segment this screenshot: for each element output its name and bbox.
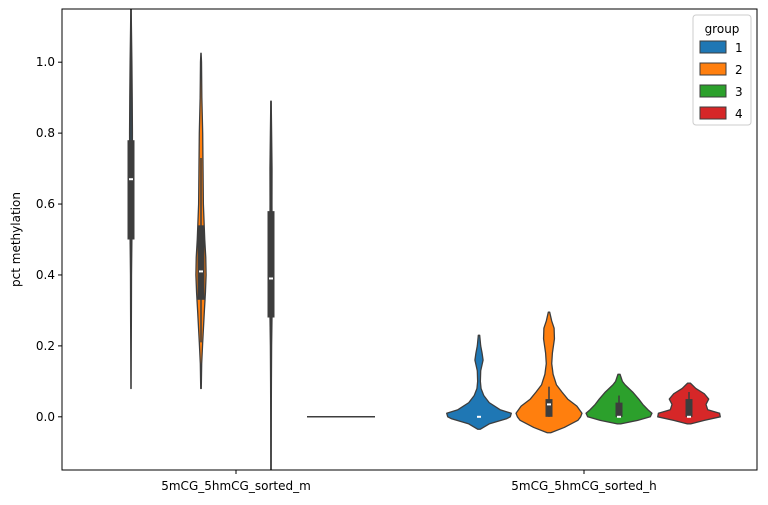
violin-iqr-box: [615, 402, 623, 417]
y-tick-label: 0.4: [36, 268, 55, 282]
legend-swatch-3: [699, 84, 727, 98]
violins-layer: [127, 9, 721, 470]
violin-iqr-box: [267, 211, 275, 318]
violin-iqr-box: [127, 140, 135, 240]
y-axis-label: pct methylation: [9, 192, 23, 287]
y-tick-label: 0.2: [36, 339, 55, 353]
violin-2-0: [195, 52, 207, 390]
violin-iqr-box: [197, 225, 205, 300]
x-axis: 5mCG_5hmCG_sorted_m 5mCG_5hmCG_sorted_h: [161, 470, 657, 493]
legend: group 1 2 3 4: [692, 14, 752, 126]
violin-2-1: [515, 311, 583, 434]
x-tick-label: 5mCG_5hmCG_sorted_h: [511, 479, 656, 493]
violin-iqr-box: [685, 399, 693, 417]
y-tick-label: 0.6: [36, 197, 55, 211]
legend-swatch-4: [699, 106, 727, 120]
y-axis: 0.0 0.2 0.4 0.6 0.8 1.0: [36, 55, 62, 424]
legend-title: group: [705, 22, 740, 36]
legend-label-3: 3: [735, 85, 743, 99]
legend-label-1: 1: [735, 41, 743, 55]
violin-body: [515, 311, 583, 434]
plot-frame: [61, 8, 758, 471]
y-tick-label: 0.8: [36, 126, 55, 140]
legend-swatch-1: [699, 40, 727, 54]
violin-3-1: [585, 373, 653, 425]
legend-label-2: 2: [735, 63, 743, 77]
violin-iqr-box: [545, 399, 553, 417]
legend-label-4: 4: [735, 107, 743, 121]
legend-swatch-2: [699, 62, 727, 76]
violin-3-0: [267, 100, 275, 470]
y-tick-label: 1.0: [36, 55, 55, 69]
y-tick-label: 0.0: [36, 410, 55, 424]
violin-1-1: [446, 334, 512, 430]
x-tick-label: 5mCG_5hmCG_sorted_m: [161, 479, 311, 493]
violin-1-0: [127, 9, 135, 390]
violin-body: [446, 334, 512, 430]
violin-4-1: [657, 382, 721, 425]
